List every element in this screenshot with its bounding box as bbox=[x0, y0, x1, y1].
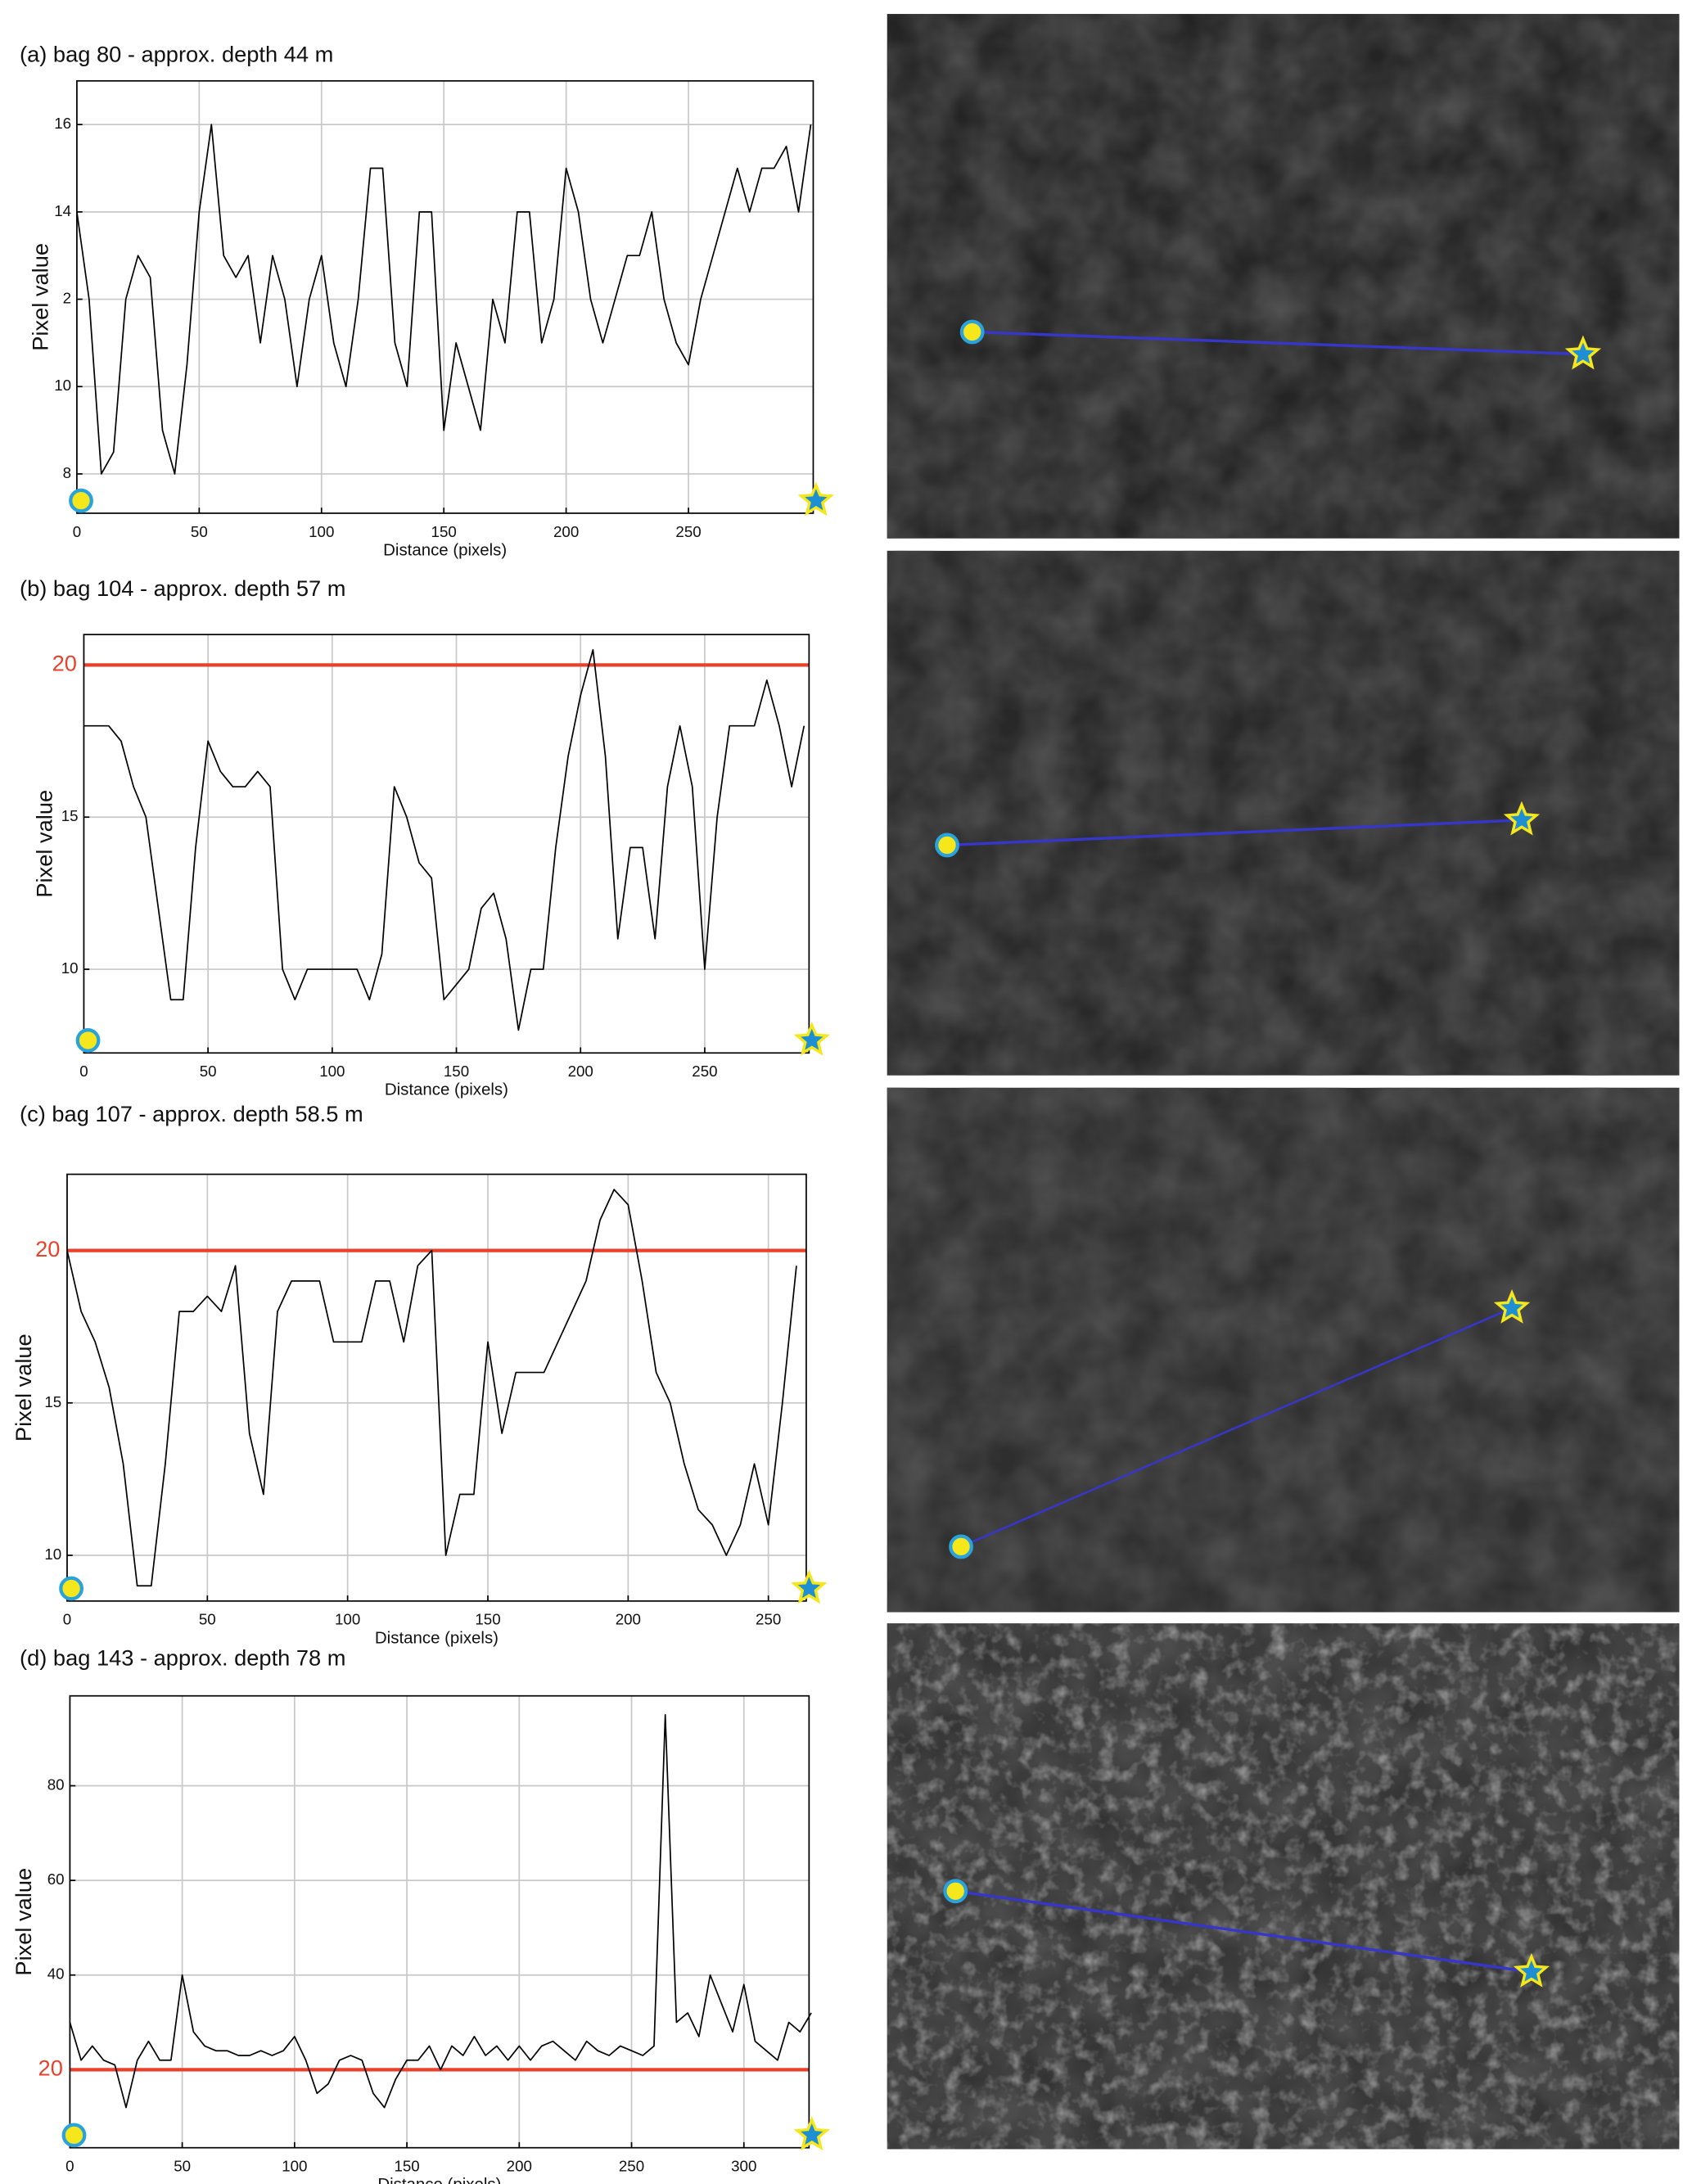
photo-speckle bbox=[887, 1623, 1680, 2150]
end-marker bbox=[793, 2116, 830, 2151]
plot-area bbox=[83, 634, 810, 1054]
start-marker bbox=[75, 1028, 101, 1053]
x-tick-label: 100 bbox=[335, 1611, 360, 1628]
threshold-label: 20 bbox=[52, 651, 77, 676]
start-marker bbox=[959, 319, 985, 345]
x-tick-label: 100 bbox=[282, 2158, 307, 2175]
start-marker bbox=[935, 833, 959, 858]
y-tick-label: 10 bbox=[44, 1545, 61, 1563]
photo-texture bbox=[887, 14, 1680, 539]
end-marker bbox=[1564, 335, 1602, 370]
x-tick-label: 250 bbox=[756, 1611, 781, 1628]
x-tick-label: 150 bbox=[444, 1063, 469, 1080]
x-tick-label: 0 bbox=[73, 523, 81, 540]
end-marker bbox=[1493, 1288, 1531, 1324]
chart: (a) bag 80 - approx. depth 44 m 0 50 100 150… bbox=[20, 41, 814, 559]
start-marker bbox=[69, 488, 93, 513]
threshold-label: 20 bbox=[38, 2055, 63, 2081]
y-tick-label: 14 bbox=[54, 202, 71, 219]
x-tick-label: 0 bbox=[65, 2158, 74, 2175]
profile-line bbox=[955, 1889, 1532, 1974]
end-marker bbox=[793, 1021, 830, 1056]
x-tick-label: 150 bbox=[475, 1611, 500, 1628]
x-tick-label: 200 bbox=[568, 1063, 593, 1080]
x-tick-label: 100 bbox=[309, 523, 334, 540]
x-tick-label: 150 bbox=[394, 2158, 419, 2175]
y-axis-label: Pixel value bbox=[11, 1333, 36, 1442]
y-tick-label: 15 bbox=[44, 1393, 61, 1410]
chart-title: (a) bag 80 - approx. depth 44 m bbox=[20, 41, 333, 66]
x-tick-label: 300 bbox=[731, 2158, 756, 2175]
y-tick-label: 80 bbox=[47, 1776, 65, 1793]
plot-frame bbox=[83, 634, 810, 1054]
profile-line bbox=[83, 648, 805, 1031]
x-tick-label: 200 bbox=[616, 1611, 641, 1628]
y-tick-label: 15 bbox=[61, 807, 79, 824]
photo-texture bbox=[887, 1087, 1680, 1613]
plot-area bbox=[70, 1695, 810, 2148]
chart-title: (c) bag 107 - approx. depth 58.5 m bbox=[20, 1101, 363, 1126]
x-tick-label: 50 bbox=[199, 1611, 216, 1628]
x-tick-label: 200 bbox=[553, 523, 579, 540]
x-tick-label: 50 bbox=[191, 523, 208, 540]
profile-line bbox=[69, 1713, 812, 2109]
chart-title: (b) bag 104 - approx. depth 57 m bbox=[20, 575, 345, 601]
plot-frame bbox=[76, 79, 814, 514]
start-marker bbox=[59, 1576, 83, 1601]
y-tick-label: 8 bbox=[63, 464, 71, 481]
x-tick-label: 100 bbox=[319, 1063, 345, 1080]
end-marker bbox=[1513, 1952, 1550, 1988]
start-marker bbox=[943, 1879, 968, 1904]
x-tick-label: 200 bbox=[507, 2158, 532, 2175]
x-tick-label: 250 bbox=[692, 1063, 717, 1080]
x-tick-label: 0 bbox=[63, 1611, 71, 1628]
profile-line bbox=[972, 330, 1583, 356]
x-tick-label: 0 bbox=[79, 1063, 88, 1080]
x-tick-label: 150 bbox=[431, 523, 457, 540]
y-tick-label: 40 bbox=[47, 1965, 65, 1983]
end-marker bbox=[797, 481, 835, 517]
plot-area bbox=[76, 80, 814, 513]
y-tick-label: 10 bbox=[54, 377, 71, 394]
x-axis-label: Distance (pixels) bbox=[385, 1081, 508, 1099]
profile-line bbox=[76, 124, 812, 475]
x-tick-label: 50 bbox=[174, 2158, 191, 2175]
x-axis-label: Distance (pixels) bbox=[383, 540, 507, 559]
profile-line bbox=[960, 1306, 1513, 1548]
y-tick-label: 10 bbox=[61, 959, 79, 977]
plot-frame bbox=[69, 1694, 810, 2149]
y-axis-label: Pixel value bbox=[11, 1868, 36, 1976]
end-marker bbox=[791, 1569, 828, 1604]
start-marker bbox=[949, 1534, 973, 1559]
chart: (b) bag 104 - approx. depth 57 m 0 50 100 15… bbox=[20, 575, 810, 1099]
x-axis-label: Distance (pixels) bbox=[375, 1628, 499, 1647]
photo-panels bbox=[887, 14, 1680, 2150]
y-tick-label: 2 bbox=[63, 290, 71, 307]
x-tick-label: 250 bbox=[619, 2158, 644, 2175]
x-tick-label: 50 bbox=[200, 1063, 217, 1080]
x-axis-label: Distance (pixels) bbox=[377, 2175, 501, 2184]
y-axis-label: Pixel value bbox=[28, 243, 53, 351]
chart: (d) bag 143 - approx. depth 78 m 0 50 100 15… bbox=[11, 1645, 812, 2184]
y-tick-label: 60 bbox=[47, 1870, 65, 1888]
x-tick-label: 250 bbox=[675, 523, 701, 540]
profile-line bbox=[66, 1189, 797, 1587]
plot-area bbox=[66, 1174, 806, 1601]
photo-texture bbox=[887, 550, 1680, 1076]
y-axis-label: Pixel value bbox=[32, 790, 57, 898]
profile-line bbox=[946, 819, 1523, 847]
threshold-label: 20 bbox=[35, 1236, 60, 1261]
end-marker bbox=[1503, 801, 1541, 836]
chart: (c) bag 107 - approx. depth 58.5 m 0 50 100… bbox=[11, 1101, 807, 1647]
chart-title: (d) bag 143 - approx. depth 78 m bbox=[20, 1645, 345, 1671]
y-tick-label: 16 bbox=[54, 115, 71, 132]
plot-frame bbox=[66, 1173, 807, 1602]
start-marker bbox=[61, 2123, 87, 2148]
